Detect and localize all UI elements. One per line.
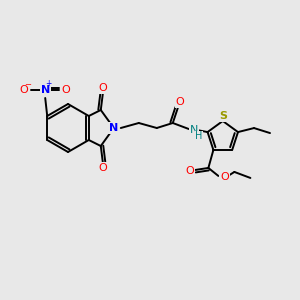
Text: O: O	[62, 85, 70, 95]
Text: O: O	[185, 166, 194, 176]
Text: N: N	[40, 85, 50, 95]
Text: O: O	[98, 163, 107, 173]
Text: O: O	[176, 97, 184, 107]
Text: +: +	[45, 80, 51, 88]
Text: −: −	[24, 80, 31, 89]
Text: S: S	[219, 111, 227, 121]
Text: H: H	[195, 131, 202, 141]
Text: N: N	[190, 125, 198, 135]
Text: N: N	[109, 123, 119, 133]
Text: O: O	[220, 172, 229, 182]
Text: O: O	[20, 85, 28, 95]
Text: O: O	[98, 83, 107, 93]
